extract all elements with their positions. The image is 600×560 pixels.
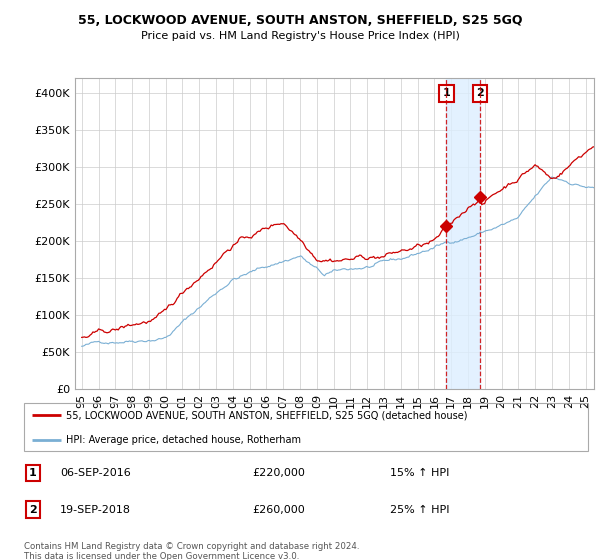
Text: 55, LOCKWOOD AVENUE, SOUTH ANSTON, SHEFFIELD, S25 5GQ: 55, LOCKWOOD AVENUE, SOUTH ANSTON, SHEFF… xyxy=(78,14,522,27)
Text: 25% ↑ HPI: 25% ↑ HPI xyxy=(390,505,449,515)
Text: Price paid vs. HM Land Registry's House Price Index (HPI): Price paid vs. HM Land Registry's House … xyxy=(140,31,460,41)
Text: 1: 1 xyxy=(29,468,37,478)
Text: 19-SEP-2018: 19-SEP-2018 xyxy=(60,505,131,515)
Text: 1: 1 xyxy=(442,88,450,98)
Text: HPI: Average price, detached house, Rotherham: HPI: Average price, detached house, Roth… xyxy=(66,435,301,445)
Text: £220,000: £220,000 xyxy=(252,468,305,478)
Text: Contains HM Land Registry data © Crown copyright and database right 2024.
This d: Contains HM Land Registry data © Crown c… xyxy=(24,542,359,560)
Text: £260,000: £260,000 xyxy=(252,505,305,515)
Text: 2: 2 xyxy=(29,505,37,515)
Text: 2: 2 xyxy=(476,88,484,98)
Text: 55, LOCKWOOD AVENUE, SOUTH ANSTON, SHEFFIELD, S25 5GQ (detached house): 55, LOCKWOOD AVENUE, SOUTH ANSTON, SHEFF… xyxy=(66,410,468,420)
Bar xyxy=(446,78,480,389)
Text: 06-SEP-2016: 06-SEP-2016 xyxy=(60,468,131,478)
Text: 15% ↑ HPI: 15% ↑ HPI xyxy=(390,468,449,478)
